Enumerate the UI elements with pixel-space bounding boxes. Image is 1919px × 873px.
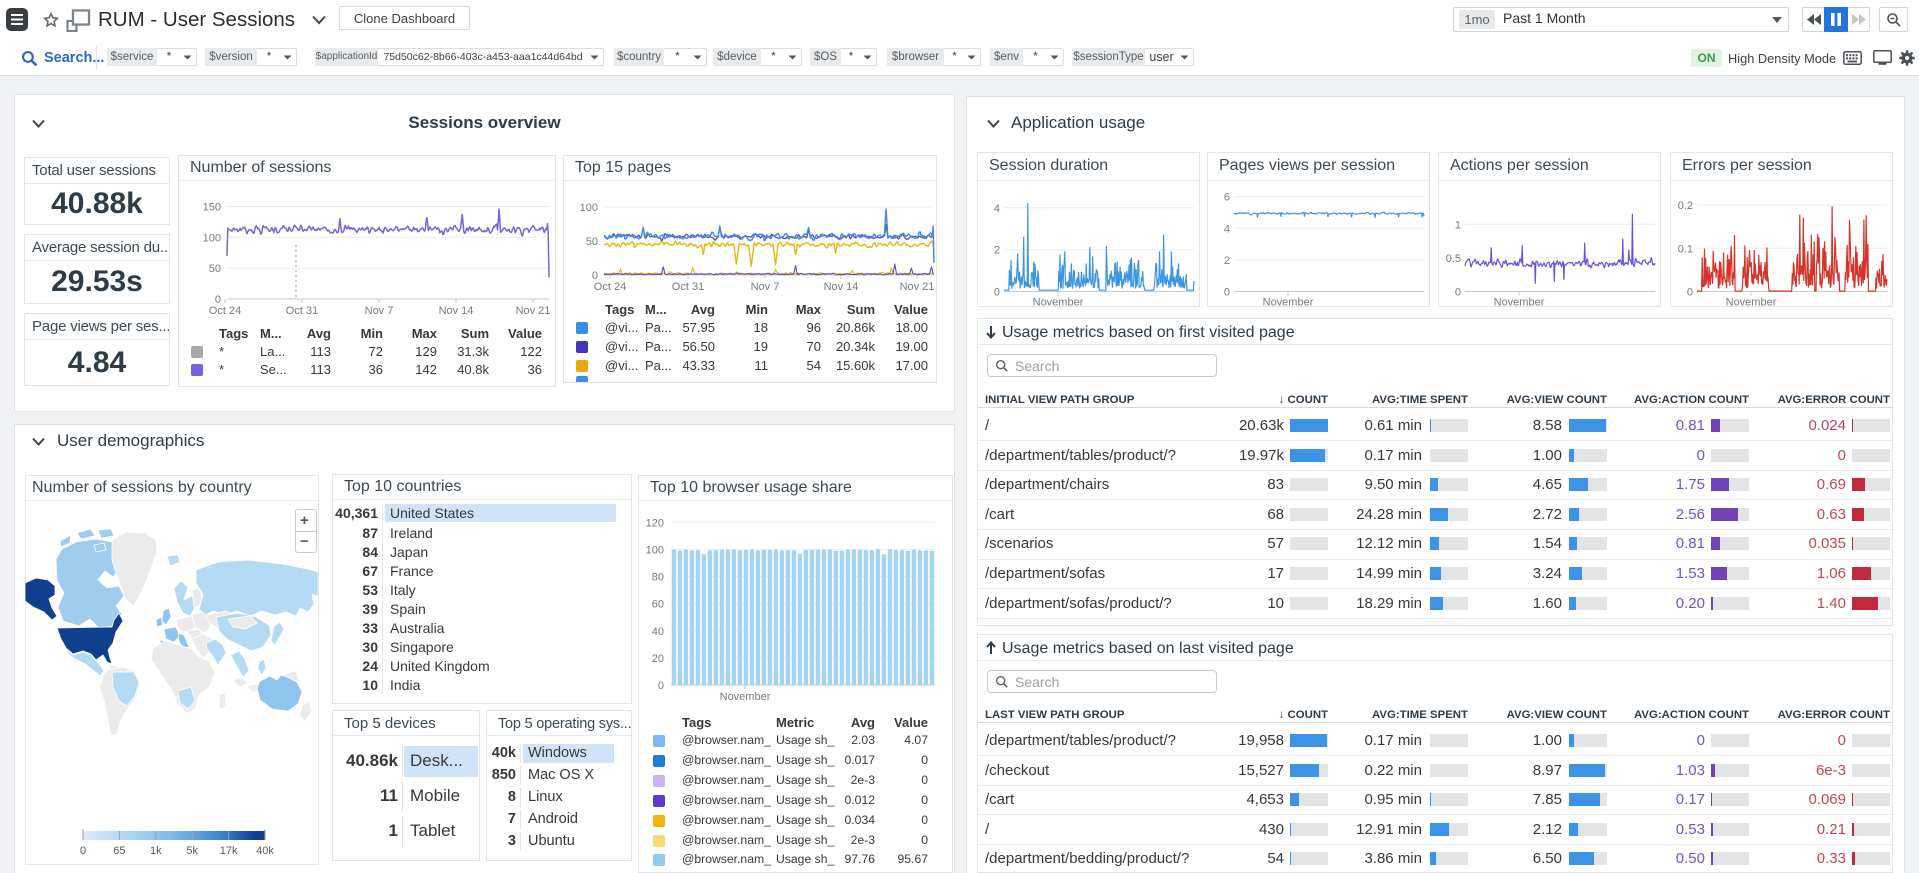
svg-text:0: 0 [658,680,664,692]
svg-text:100: 100 [646,544,664,556]
svg-text:0: 0 [1224,287,1230,299]
svg-text:Oct 31: Oct 31 [286,305,318,317]
svg-text:60: 60 [652,599,664,611]
svg-text:1: 1 [1455,219,1461,231]
svg-text:Oct 24: Oct 24 [209,305,241,317]
svg-text:0.1: 0.1 [1678,243,1693,255]
svg-text:17k: 17k [220,845,238,857]
svg-text:50: 50 [209,263,221,275]
svg-text:6: 6 [1224,192,1230,204]
svg-text:4: 4 [1224,223,1230,235]
svg-text:20: 20 [652,653,664,665]
svg-text:November: November [1726,297,1777,308]
svg-text:0: 0 [215,294,221,306]
svg-text:November: November [1494,297,1545,308]
svg-text:0: 0 [592,270,598,282]
svg-text:5k: 5k [186,845,198,857]
svg-text:100: 100 [203,232,221,244]
svg-text:Oct 31: Oct 31 [672,281,704,293]
svg-text:65: 65 [113,845,125,857]
svg-text:November: November [1263,297,1314,308]
svg-text:100: 100 [580,202,598,214]
svg-text:Nov 21: Nov 21 [900,281,935,293]
svg-text:Nov 7: Nov 7 [365,305,394,317]
svg-text:November: November [1033,297,1084,308]
svg-text:0.2: 0.2 [1678,200,1693,212]
svg-text:Nov 7: Nov 7 [751,281,780,293]
svg-text:50: 50 [586,236,598,248]
svg-text:Nov 21: Nov 21 [516,305,551,317]
svg-text:Nov 14: Nov 14 [824,281,859,293]
svg-text:0: 0 [80,845,86,857]
svg-text:120: 120 [646,517,664,529]
svg-text:0: 0 [1687,287,1693,299]
svg-text:2: 2 [994,245,1000,257]
svg-text:Oct 24: Oct 24 [594,281,626,293]
svg-text:40: 40 [652,626,664,638]
svg-text:Nov 14: Nov 14 [439,305,474,317]
svg-text:4: 4 [994,203,1000,215]
svg-text:0: 0 [994,287,1000,299]
svg-text:80: 80 [652,572,664,584]
svg-text:2: 2 [1224,255,1230,267]
svg-text:0: 0 [1455,287,1461,299]
svg-text:40k: 40k [256,845,274,857]
svg-text:November: November [720,691,771,703]
svg-text:150: 150 [203,202,221,214]
svg-text:1k: 1k [150,845,162,857]
svg-text:0.5: 0.5 [1446,253,1461,265]
